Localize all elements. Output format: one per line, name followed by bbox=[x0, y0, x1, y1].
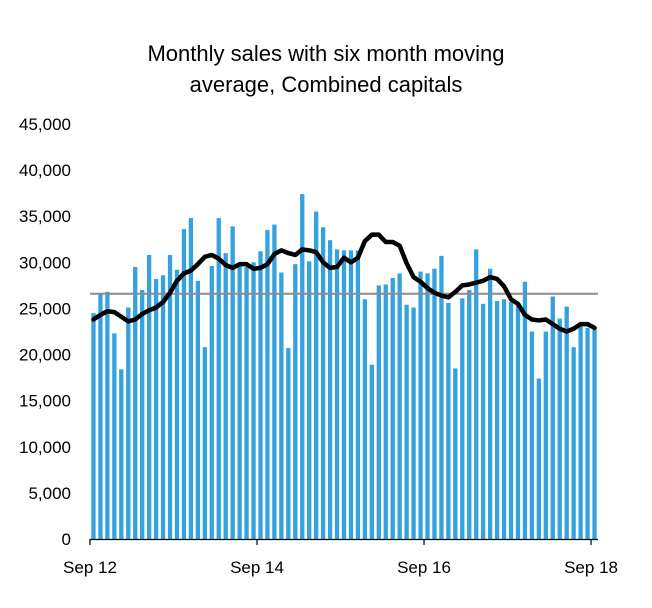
bar bbox=[279, 272, 284, 539]
bar bbox=[293, 264, 298, 539]
bar bbox=[362, 299, 368, 539]
bar bbox=[153, 278, 159, 539]
bar bbox=[265, 230, 270, 539]
bar bbox=[258, 251, 263, 539]
bar bbox=[418, 271, 423, 539]
x-axis-ticks bbox=[89, 539, 592, 545]
bar bbox=[522, 281, 528, 539]
bar bbox=[432, 268, 437, 539]
y-axis-labels: 0 5,000 10,000 15,000 20,000 25,000 30,000 35,0… bbox=[19, 115, 71, 549]
bar bbox=[160, 275, 166, 539]
x-tick-label: Sep 14 bbox=[230, 558, 284, 577]
chart-title-line-1: Monthly sales with six month moving bbox=[147, 41, 505, 66]
chart-title: Monthly sales with six month moving aver… bbox=[0, 38, 652, 100]
bar bbox=[460, 298, 465, 539]
bar bbox=[251, 262, 256, 539]
bar bbox=[529, 331, 535, 539]
bar bbox=[133, 266, 138, 539]
bar bbox=[140, 290, 145, 539]
bar bbox=[453, 368, 458, 539]
chart-title-line-2: average, Combined capitals bbox=[189, 72, 463, 97]
bar bbox=[404, 304, 409, 539]
x-tick-label: Sep 16 bbox=[397, 558, 451, 577]
bar bbox=[390, 278, 395, 539]
bar bbox=[543, 331, 548, 539]
moving-average-line bbox=[91, 232, 597, 334]
bar bbox=[592, 328, 597, 539]
bar bbox=[209, 266, 214, 539]
bar bbox=[383, 284, 388, 539]
bar bbox=[174, 269, 180, 539]
bar-series bbox=[91, 194, 597, 540]
bar bbox=[494, 301, 500, 539]
y-tick-label: 15,000 bbox=[19, 392, 71, 411]
bar bbox=[487, 268, 493, 539]
y-tick-label: 10,000 bbox=[19, 438, 71, 457]
y-tick-label: 0 bbox=[62, 530, 71, 549]
y-tick-label: 30,000 bbox=[19, 253, 71, 272]
bar bbox=[334, 249, 340, 540]
bar bbox=[272, 224, 277, 539]
bar bbox=[202, 347, 207, 539]
bar bbox=[501, 299, 507, 539]
bar bbox=[585, 327, 590, 539]
y-tick-label: 35,000 bbox=[19, 207, 71, 226]
bar bbox=[550, 296, 555, 539]
bar bbox=[508, 301, 514, 539]
bar bbox=[467, 290, 472, 539]
bar bbox=[557, 318, 562, 539]
y-tick-label: 40,000 bbox=[19, 161, 71, 180]
y-tick-label: 20,000 bbox=[19, 346, 71, 365]
bar bbox=[307, 261, 312, 539]
bar bbox=[223, 253, 228, 540]
bar bbox=[244, 266, 249, 539]
bar bbox=[286, 348, 291, 539]
bar bbox=[327, 240, 333, 539]
bar bbox=[112, 333, 117, 539]
y-tick-label: 25,000 bbox=[19, 299, 71, 318]
bar bbox=[474, 249, 479, 540]
y-tick-label: 45,000 bbox=[19, 115, 71, 134]
bar bbox=[167, 254, 173, 539]
bar bbox=[578, 325, 583, 539]
bar bbox=[369, 364, 374, 539]
bar bbox=[515, 303, 521, 539]
bar bbox=[98, 293, 103, 539]
x-axis-labels: Sep 12 Sep 14 Sep 16 Sep 18 bbox=[63, 558, 618, 577]
x-tick-label: Sep 12 bbox=[63, 558, 117, 577]
bar bbox=[126, 307, 131, 539]
bar bbox=[564, 306, 569, 539]
bar bbox=[425, 273, 430, 539]
bar bbox=[320, 227, 326, 540]
bar bbox=[397, 273, 402, 539]
bar bbox=[105, 291, 110, 539]
bar bbox=[230, 226, 235, 539]
bar bbox=[439, 255, 444, 539]
bar bbox=[237, 266, 242, 539]
bar bbox=[355, 250, 361, 539]
bar bbox=[348, 250, 354, 539]
bar bbox=[300, 194, 305, 539]
bar bbox=[91, 313, 96, 539]
bar bbox=[446, 302, 451, 539]
bar bbox=[181, 229, 187, 539]
bar bbox=[146, 254, 152, 539]
bar bbox=[341, 250, 347, 539]
bar bbox=[314, 211, 319, 540]
bar bbox=[195, 280, 201, 539]
bar bbox=[376, 285, 381, 539]
y-tick-label: 5,000 bbox=[28, 484, 71, 503]
bar bbox=[481, 303, 486, 539]
bar bbox=[188, 218, 194, 539]
bar bbox=[411, 307, 416, 539]
bar bbox=[536, 378, 541, 539]
bar bbox=[216, 218, 221, 539]
bar bbox=[571, 347, 576, 539]
x-tick-label: Sep 18 bbox=[564, 558, 618, 577]
bar bbox=[119, 369, 124, 539]
